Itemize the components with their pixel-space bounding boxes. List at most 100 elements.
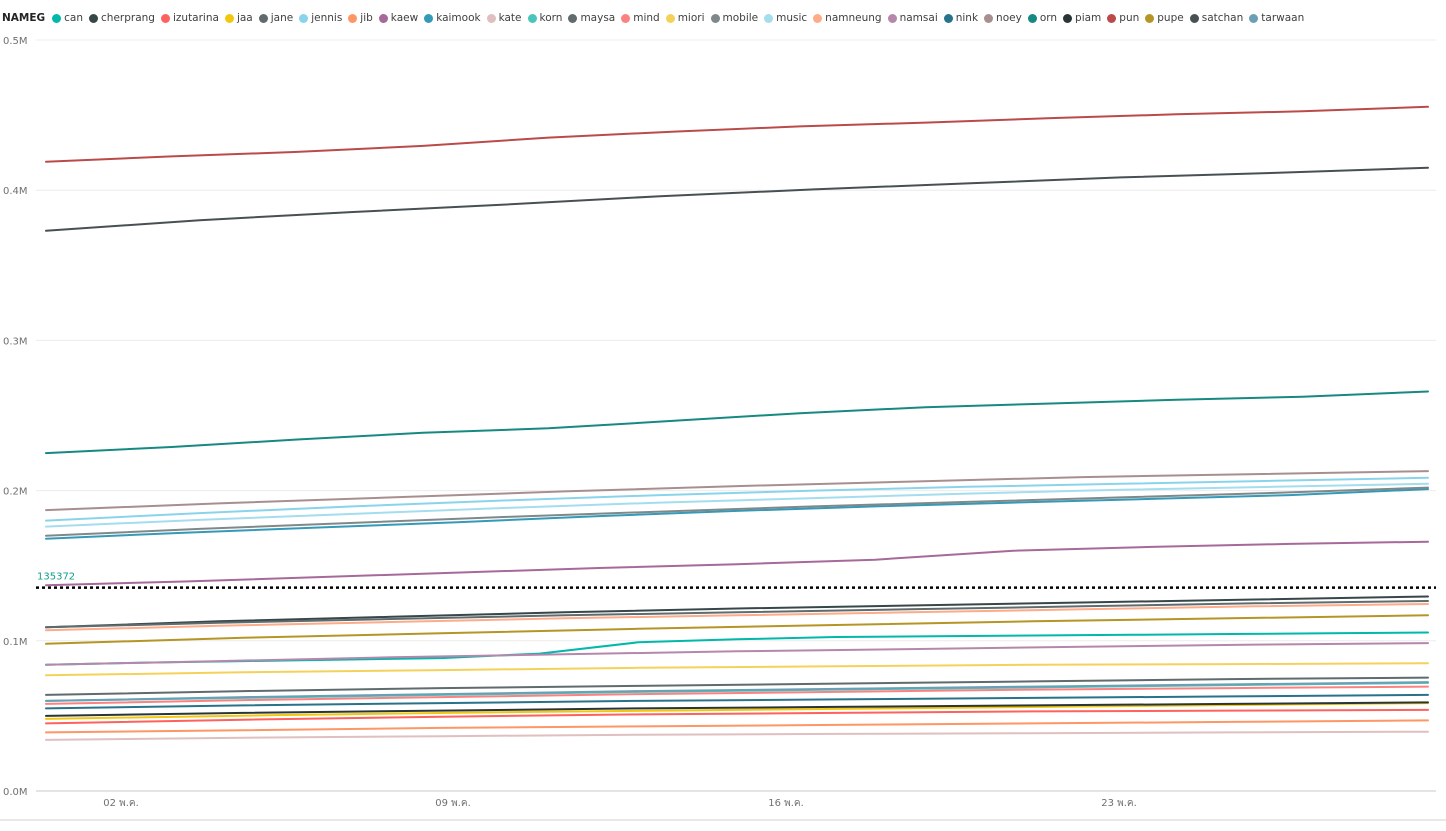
x-tick-label: 02 พ.ค. bbox=[103, 798, 139, 809]
legend-item-kaew[interactable]: kaew bbox=[378, 12, 419, 24]
legend-item-jaa[interactable]: jaa bbox=[224, 12, 253, 24]
series-line-kaew bbox=[45, 540, 1429, 587]
series-line-namsai bbox=[45, 642, 1429, 666]
legend-label: mind bbox=[633, 12, 660, 24]
legend-label: kaimook bbox=[436, 12, 481, 24]
legend-item-pupe[interactable]: pupe bbox=[1145, 12, 1184, 24]
series-line-satchan bbox=[45, 166, 1429, 232]
legend-item-can[interactable]: can bbox=[52, 12, 83, 24]
series-line-miori bbox=[45, 662, 1429, 677]
legend-label: music bbox=[776, 12, 808, 24]
legend-marker bbox=[258, 13, 268, 23]
x-tick-label: 16 พ.ค. bbox=[768, 798, 804, 809]
legend-marker bbox=[568, 13, 578, 23]
legend-label: namsai bbox=[899, 12, 938, 24]
legend-item-noey[interactable]: noey bbox=[984, 12, 1022, 24]
y-tick-label: 0.3M bbox=[3, 336, 28, 347]
legend-marker bbox=[1027, 13, 1037, 23]
legend-marker bbox=[89, 13, 99, 23]
series-line-pun bbox=[45, 105, 1429, 163]
legend-marker bbox=[424, 13, 434, 23]
legend-item-maysa[interactable]: maysa bbox=[568, 12, 615, 24]
series-line-cherprang bbox=[45, 595, 1429, 629]
legend-item-jane[interactable]: jane bbox=[258, 12, 294, 24]
legend-marker bbox=[943, 13, 953, 23]
legend-item-orn[interactable]: orn bbox=[1027, 12, 1058, 24]
legend-item-namneung[interactable]: namneung bbox=[813, 12, 882, 24]
legend-label: piam bbox=[1075, 12, 1102, 24]
legend-label: pun bbox=[1119, 12, 1140, 24]
y-tick-label: 0.5M bbox=[3, 36, 28, 47]
legend-marker bbox=[299, 13, 309, 23]
legend-label: jane bbox=[270, 12, 294, 24]
legend-label: jennis bbox=[311, 12, 343, 24]
legend-marker bbox=[378, 13, 388, 23]
legend-marker bbox=[160, 13, 170, 23]
legend-label: tarwaan bbox=[1261, 12, 1305, 24]
legend-title: NAMEG bbox=[2, 12, 46, 24]
legend-marker bbox=[764, 13, 774, 23]
series-line-maysa bbox=[45, 676, 1429, 696]
legend-label: maysa bbox=[580, 12, 616, 24]
legend-label: satchan bbox=[1201, 12, 1244, 24]
y-tick-label: 0.1M bbox=[3, 637, 28, 648]
legend-marker bbox=[52, 13, 62, 23]
series-line-kate bbox=[45, 730, 1429, 741]
legend-item-miori[interactable]: miori bbox=[665, 12, 705, 24]
legend-item-kaimook[interactable]: kaimook bbox=[424, 12, 481, 24]
series-line-piam bbox=[45, 701, 1429, 717]
legend-marker bbox=[486, 13, 496, 23]
legend-marker bbox=[887, 13, 897, 23]
legend-marker bbox=[621, 13, 631, 23]
legend-item-cherprang[interactable]: cherprang bbox=[89, 12, 155, 24]
legend-item-kate[interactable]: kate bbox=[486, 12, 522, 24]
legend-marker bbox=[1107, 13, 1117, 23]
legend-item-satchan[interactable]: satchan bbox=[1189, 12, 1244, 24]
legend-marker bbox=[348, 13, 358, 23]
legend-label: kaew bbox=[390, 12, 419, 24]
legend-label: namneung bbox=[825, 12, 882, 24]
legend-label: korn bbox=[539, 12, 563, 24]
series-line-kaimook bbox=[45, 488, 1429, 540]
legend-marker bbox=[984, 13, 994, 23]
y-tick-label: 0.0M bbox=[3, 787, 28, 798]
y-tick-label: 0.2M bbox=[3, 487, 28, 498]
series-line-orn bbox=[45, 390, 1429, 455]
x-tick-label: 09 พ.ค. bbox=[435, 798, 471, 809]
legend-label: orn bbox=[1039, 12, 1058, 24]
series-line-tarwaan bbox=[45, 681, 1429, 702]
legend: NAMEG can cherprang izutarina jaa jane jennis… bbox=[2, 9, 1442, 27]
legend-item-namsai[interactable]: namsai bbox=[887, 12, 938, 24]
series-line-mobile bbox=[45, 486, 1429, 537]
legend-item-pun[interactable]: pun bbox=[1107, 12, 1139, 24]
legend-item-tarwaan[interactable]: tarwaan bbox=[1249, 12, 1304, 24]
reference-line-label: 135372 bbox=[37, 572, 75, 583]
legend-item-piam[interactable]: piam bbox=[1063, 12, 1101, 24]
x-tick-label: 23 พ.ค. bbox=[1101, 798, 1137, 809]
series-line-jennis bbox=[45, 476, 1429, 522]
legend-marker bbox=[1249, 13, 1259, 23]
legend-label: jaa bbox=[236, 12, 253, 24]
legend-label: nink bbox=[955, 12, 979, 24]
series-line-noey bbox=[45, 470, 1429, 512]
legend-item-music[interactable]: music bbox=[764, 12, 807, 24]
series-line-nink bbox=[45, 693, 1429, 710]
y-tick-label: 0.4M bbox=[3, 186, 28, 197]
legend-item-izutarina[interactable]: izutarina bbox=[160, 12, 219, 24]
legend-item-mind[interactable]: mind bbox=[621, 12, 660, 24]
legend-item-mobile[interactable]: mobile bbox=[710, 12, 758, 24]
legend-marker bbox=[1063, 13, 1073, 23]
legend-item-korn[interactable]: korn bbox=[527, 12, 563, 24]
legend-marker bbox=[1145, 13, 1155, 23]
series-line-pupe bbox=[45, 614, 1429, 645]
legend-item-nink[interactable]: nink bbox=[943, 12, 979, 24]
legend-label: miori bbox=[677, 12, 705, 24]
series-line-izutarina bbox=[45, 708, 1429, 725]
legend-marker bbox=[710, 13, 720, 23]
legend-marker bbox=[665, 13, 675, 23]
legend-label: pupe bbox=[1157, 12, 1184, 24]
legend-item-jennis[interactable]: jennis bbox=[299, 12, 342, 24]
series-line-music bbox=[45, 482, 1429, 528]
legend-item-jib[interactable]: jib bbox=[348, 12, 373, 24]
